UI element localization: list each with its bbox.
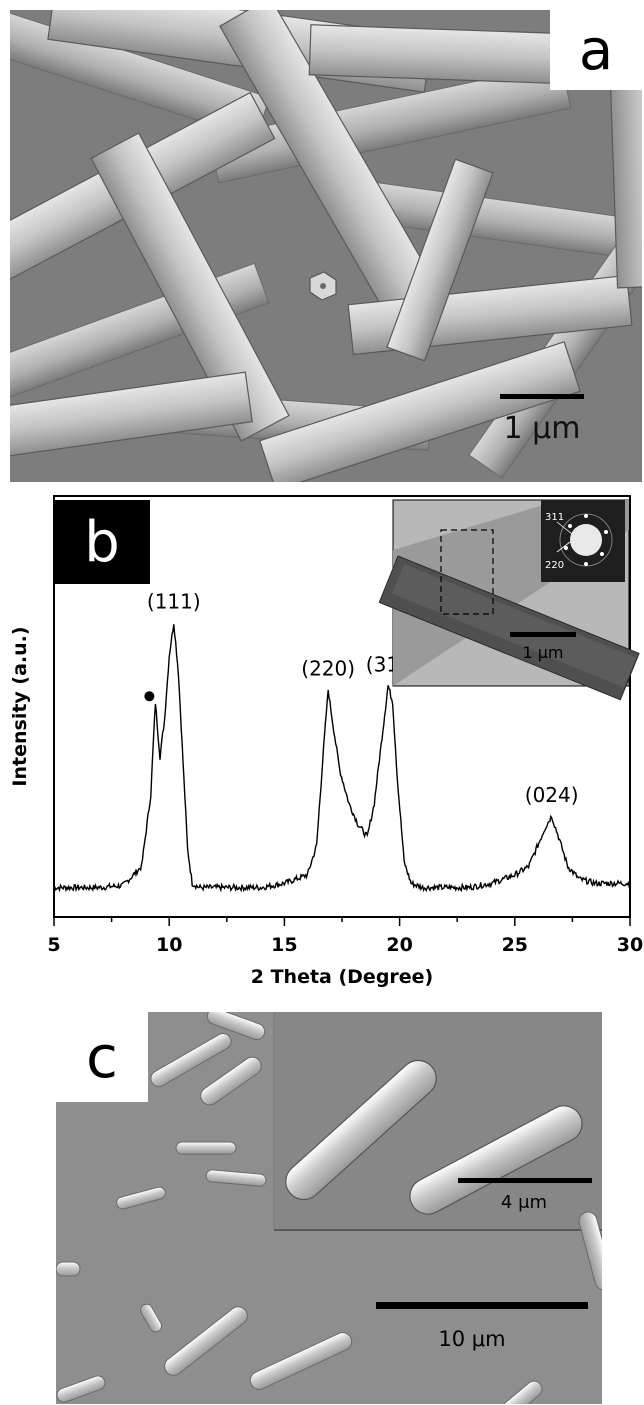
peak-markers xyxy=(144,691,154,701)
scale-bar-label-c: 10 μm xyxy=(438,1327,505,1351)
scale-bar-inset-b xyxy=(510,632,576,637)
sem-image-panel-a: 1 μm a xyxy=(10,10,642,482)
panel-label-b-box: b xyxy=(54,500,150,584)
x-tick-label: 30 xyxy=(617,934,643,956)
panel-label-a: a xyxy=(579,18,613,83)
panel-label-b: b xyxy=(84,510,120,575)
panel-label-c-box: c xyxy=(56,1012,148,1102)
x-axis-label: 2 Theta (Degree) xyxy=(251,966,434,988)
saed-pattern: 311 220 xyxy=(541,500,625,582)
scale-bar-inset-c xyxy=(458,1178,592,1183)
x-tick-label: 10 xyxy=(156,934,182,956)
peak-label: (111) xyxy=(147,589,201,613)
scale-bar-label-inset-c: 4 μm xyxy=(501,1192,547,1213)
x-tick-label: 20 xyxy=(386,934,412,956)
x-ticks xyxy=(54,917,630,926)
saed-label-220: 220 xyxy=(545,560,564,571)
tem-inset: 1 μm 311 220 xyxy=(379,500,639,700)
scale-bar-a xyxy=(500,394,584,399)
x-tick-label: 15 xyxy=(271,934,297,956)
panel-label-a-box: a xyxy=(550,10,642,90)
x-tick-label: 25 xyxy=(502,934,528,956)
scale-bar-c xyxy=(376,1302,588,1309)
y-axis-label: Intensity (a.u.) xyxy=(9,626,31,786)
peak-label: (220) xyxy=(301,657,355,681)
saed-label-311: 311 xyxy=(545,512,564,523)
impurity-marker-dot xyxy=(144,691,154,701)
x-tick-label: 5 xyxy=(47,934,60,956)
scale-bar-label-a: 1 μm xyxy=(504,411,581,446)
panel-label-c: c xyxy=(86,1023,118,1091)
peak-label: (024) xyxy=(525,783,579,807)
scale-bar-label-inset-b: 1 μm xyxy=(522,643,563,662)
x-tick-labels: 5 10 15 20 25 30 xyxy=(47,934,643,956)
sem-image-panel-c: 4 μm 10 μm c xyxy=(56,1012,602,1404)
sem-rods-a: 1 μm xyxy=(10,10,642,482)
